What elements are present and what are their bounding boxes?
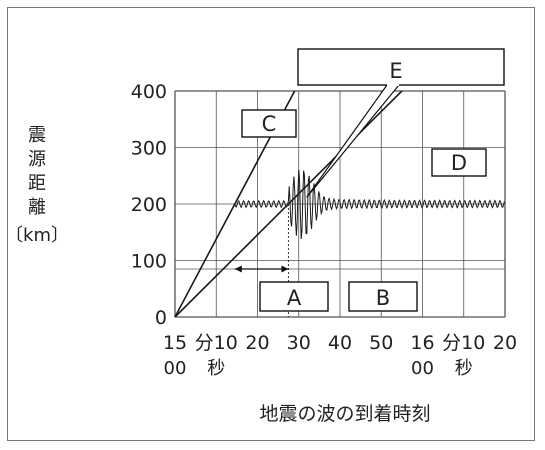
label-box-e-border — [297, 48, 505, 86]
y-axis-title-char: 離 — [28, 197, 46, 218]
label-box-a-border — [259, 281, 329, 312]
grid — [174, 90, 506, 318]
label-box-d: D — [431, 148, 487, 177]
x-tick-label: 分10 — [195, 332, 238, 354]
y-axis-title: 震源距離 〔km〕 — [5, 125, 69, 246]
y-axis-title-text: 震源距離 — [28, 125, 46, 218]
y-axis-title-char: 源 — [28, 149, 46, 170]
label-b: B — [376, 286, 390, 310]
label-box-a: A — [259, 281, 329, 312]
label-box-c-border — [241, 109, 297, 138]
x-tick-sublabel: 00 — [411, 358, 434, 379]
y-axis-title-char: 距 — [28, 173, 46, 194]
interval-arrow-head-right — [281, 265, 289, 273]
x-axis-title: 地震の波の到着時刻 — [259, 403, 430, 425]
arrival-marker — [234, 204, 289, 317]
x-tick-label: 20 — [245, 332, 269, 354]
x-tick-label: 15 — [163, 332, 187, 354]
x-axis-tick-labels: 15 00 分10 秒 20 30 40 50 16 00 分10 秒 20 — [163, 332, 517, 379]
label-c: C — [262, 112, 277, 136]
y-tick-label: 400 — [131, 81, 167, 103]
label-a: A — [287, 286, 302, 310]
label-d: D — [451, 151, 467, 175]
label-e-pointer — [306, 84, 400, 198]
x-tick-label: 分10 — [442, 332, 485, 354]
y-axis-unit: 〔km〕 — [5, 225, 69, 246]
y-tick-label: 300 — [131, 138, 167, 160]
y-tick-label: 200 — [131, 194, 167, 216]
y-tick-label: 0 — [155, 307, 167, 329]
x-tick-label: 40 — [328, 332, 352, 354]
label-box-e: E — [297, 48, 505, 198]
label-box-b: B — [348, 281, 418, 312]
interval-arrow-head-left — [234, 265, 242, 273]
x-tick-label: 50 — [369, 332, 393, 354]
label-e: E — [389, 59, 402, 83]
x-tick-sublabel: 秒 — [455, 358, 473, 379]
label-box-b-border — [348, 281, 418, 312]
x-tick-sublabel: 00 — [164, 358, 187, 379]
x-tick-label: 16 — [410, 332, 434, 354]
x-tick-label: 30 — [287, 332, 311, 354]
label-box-d-border — [431, 148, 487, 177]
label-box-c: C — [241, 109, 297, 138]
x-tick-sublabel: 秒 — [207, 358, 225, 379]
y-tick-label: 100 — [131, 251, 167, 273]
seismogram-trace — [234, 169, 505, 240]
x-tick-label: 20 — [493, 332, 517, 354]
y-axis-tick-labels: 0 100 200 300 400 — [131, 81, 167, 329]
y-axis-title-char: 震 — [28, 125, 46, 146]
